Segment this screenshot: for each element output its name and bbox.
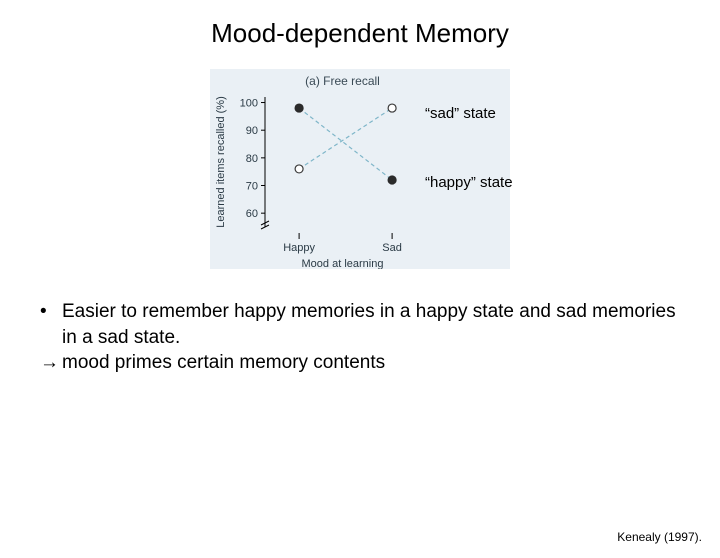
chart-container: (a) Free recall 60 70 80 90 100 Learned items … (210, 69, 510, 269)
svg-text:80: 80 (246, 153, 258, 165)
bullet-list: • Easier to remember happy memories in a… (40, 299, 680, 376)
citation-text: Kenealy (1997). (617, 530, 702, 544)
svg-text:70: 70 (246, 181, 258, 193)
svg-text:Sad: Sad (382, 242, 402, 254)
svg-text:Mood at learning: Mood at learning (302, 258, 384, 269)
bullet-item: • Easier to remember happy memories in a… (40, 299, 680, 350)
bullet-text-1: Easier to remember happy memories in a h… (62, 299, 680, 350)
svg-text:90: 90 (246, 125, 258, 137)
bullet-item: → mood primes certain memory contents (40, 350, 680, 376)
bullet-marker-icon: • (40, 299, 62, 350)
svg-text:60: 60 (246, 208, 258, 220)
svg-text:Learned items recalled (%): Learned items recalled (%) (215, 96, 227, 227)
svg-text:(a) Free recall: (a) Free recall (305, 74, 380, 88)
svg-text:100: 100 (240, 98, 258, 110)
free-recall-chart: (a) Free recall 60 70 80 90 100 Learned items … (210, 69, 510, 269)
annotation-sad-state: “sad” state (425, 105, 496, 122)
bullet-text-2: mood primes certain memory contents (62, 350, 385, 376)
arrow-icon: → (40, 350, 62, 376)
svg-text:Happy: Happy (283, 242, 315, 254)
annotation-happy-state: “happy” state (425, 174, 513, 191)
page-title: Mood-dependent Memory (0, 18, 720, 49)
